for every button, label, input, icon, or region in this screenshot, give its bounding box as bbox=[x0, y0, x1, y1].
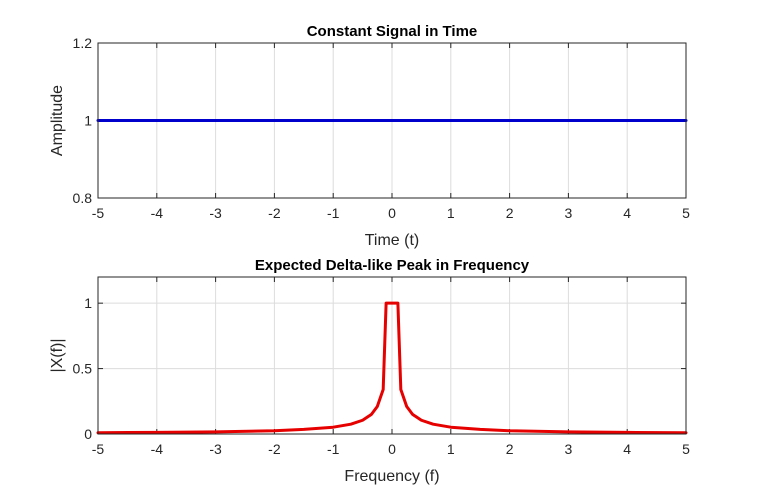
time-y-tick-label: 0.8 bbox=[73, 190, 93, 206]
freq-x-tick-label: 0 bbox=[388, 441, 396, 457]
time-x-tick-label: -3 bbox=[209, 205, 222, 221]
freq-y-tick-label: 1 bbox=[84, 295, 92, 311]
freq-series-line bbox=[96, 301, 688, 435]
time-x-tick-label: -4 bbox=[151, 205, 164, 221]
time-axes-box bbox=[97, 42, 687, 199]
freq-x-tick-label: 1 bbox=[447, 441, 455, 457]
freq-x-tick-label: 2 bbox=[506, 441, 514, 457]
time-x-tick-label: 1 bbox=[447, 205, 455, 221]
time-chart-title: Constant Signal in Time bbox=[307, 23, 478, 40]
freq-y-axis-label: |X(f)| bbox=[49, 338, 66, 372]
freq-x-tick-label: -4 bbox=[151, 441, 164, 457]
time-x-tick-label: -1 bbox=[327, 205, 340, 221]
time-y-tick-label: 1.2 bbox=[73, 35, 93, 51]
time-x-tick-label: 4 bbox=[623, 205, 631, 221]
time-x-tick-label: -5 bbox=[92, 205, 105, 221]
freq-x-tick-label: -1 bbox=[327, 441, 340, 457]
freq-y-tick-label: 0.5 bbox=[73, 361, 93, 377]
time-x-tick-label: 3 bbox=[565, 205, 573, 221]
time-y-tick-label: 1 bbox=[84, 113, 92, 129]
time-x-axis-label: Time (t) bbox=[365, 232, 420, 249]
freq-x-tick-label: 3 bbox=[565, 441, 573, 457]
freq-chart-title: Expected Delta-like Peak in Frequency bbox=[255, 257, 530, 274]
freq-axes-box bbox=[97, 276, 687, 435]
time-y-axis-label: Amplitude bbox=[49, 85, 66, 156]
freq-x-tick-label: -2 bbox=[268, 441, 281, 457]
time-x-tick-label: -2 bbox=[268, 205, 281, 221]
time-x-tick-label: 2 bbox=[506, 205, 514, 221]
freq-x-tick-label: 4 bbox=[623, 441, 631, 457]
plot-time-domain: -5 -4 -3 -2 -1 0 1 2 3 4 5 0.8 1 1.2 Constant Signal i… bbox=[49, 23, 690, 249]
plot-frequency-domain: -5 -4 -3 -2 -1 0 1 2 3 4 5 0 0.5 1 Expected Delta-like… bbox=[49, 257, 690, 485]
time-x-tick-label: 5 bbox=[682, 205, 690, 221]
time-x-tick-label: 0 bbox=[388, 205, 396, 221]
freq-x-tick-label: -3 bbox=[209, 441, 222, 457]
freq-y-tick-label: 0 bbox=[84, 426, 92, 442]
freq-x-tick-label: 5 bbox=[682, 441, 690, 457]
freq-x-tick-label: -5 bbox=[92, 441, 105, 457]
freq-x-axis-label: Frequency (f) bbox=[344, 468, 439, 485]
